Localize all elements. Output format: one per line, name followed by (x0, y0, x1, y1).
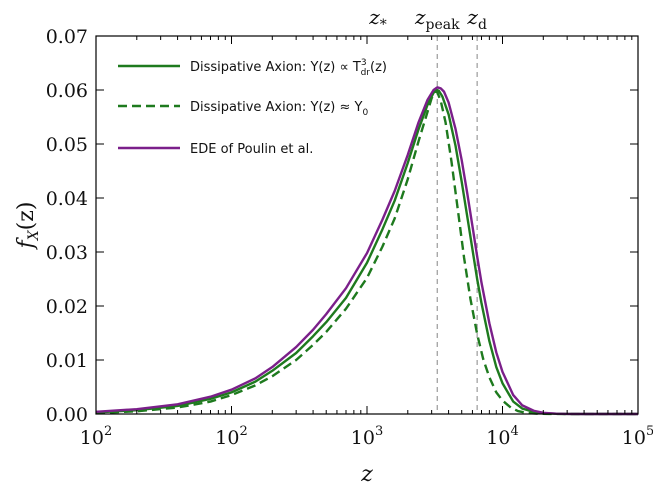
legend-entry: EDE of Poulin et al. (190, 142, 313, 157)
x-tick-labels: 102 102 103 104 105 (80, 424, 653, 449)
x-tick-exponent: 2 (104, 424, 112, 439)
y-tick-label: 0.04 (46, 188, 88, 210)
x-tick-exponent: 2 (239, 424, 247, 439)
y-tick-label: 0.06 (46, 80, 88, 102)
x-tick-label: 104 (486, 424, 518, 449)
legend-text: Dissipative Axion: (190, 60, 310, 75)
x-tick-base: 10 (351, 427, 375, 449)
legend-sup: 3 (361, 58, 367, 68)
axis-ticks (95, 35, 639, 415)
legend-math: Υ(z) ≈ Υ (309, 100, 362, 115)
y-axis-label-sub: X (26, 229, 42, 241)
x-tick-label: 102 (215, 424, 247, 449)
top-annotation: z* (368, 5, 387, 33)
plot-frame (95, 35, 639, 415)
x-tick-label: 102 (80, 424, 112, 449)
x-tick-label: 103 (351, 424, 383, 449)
x-tick-base: 10 (80, 427, 104, 449)
top-annotation: zd (466, 5, 487, 33)
series-group (95, 86, 638, 416)
y-tick-labels: 0.00 0.01 0.02 0.03 0.04 0.05 0.06 0.07 (46, 26, 88, 426)
annotation-sub: * (380, 17, 387, 33)
annotation-main: z (466, 5, 478, 29)
y-tick-label: 0.00 (46, 404, 88, 426)
legend-sub: dr (361, 68, 371, 78)
legend-entry: Dissipative Axion: Υ(z) ∝ T3 dr(z) (190, 58, 387, 78)
legend-sub: 0 (362, 108, 368, 118)
y-tick-label: 0.01 (46, 350, 88, 372)
series-line (95, 86, 638, 416)
y-tick-label: 0.05 (46, 134, 88, 156)
y-axis-label-arg: (z) (14, 202, 39, 231)
x-tick-exponent: 4 (510, 424, 518, 439)
top-annotations: z* zpeak zd (368, 5, 487, 33)
annotation-sub: d (478, 17, 487, 33)
y-tick-label: 0.02 (46, 296, 88, 318)
x-tick-label: 105 (622, 424, 653, 449)
y-tick-label: 0.07 (46, 26, 88, 48)
x-tick-base: 10 (622, 427, 646, 449)
legend-text: EDE of Poulin et al. (190, 142, 313, 157)
annotation-main: z (368, 5, 380, 29)
y-axis-label: fX(z) (14, 202, 42, 251)
x-tick-base: 10 (486, 427, 510, 449)
legend-text: Dissipative Axion: (190, 100, 310, 115)
legend-entry: Dissipative Axion: Υ(z) ≈ Υ0 (190, 100, 368, 118)
x-tick-base: 10 (215, 427, 239, 449)
x-tick-exponent: 3 (375, 424, 383, 439)
annotation-sub: peak (425, 17, 460, 33)
legend: Dissipative Axion: Υ(z) ∝ T3 dr(z)Dissipa… (118, 58, 387, 157)
vertical-reference-lines (436, 36, 478, 414)
legend-math-end: (z) (370, 60, 387, 75)
x-tick-exponent: 5 (646, 424, 653, 439)
top-annotation: zpeak (414, 5, 460, 33)
legend-math: Υ(z) ∝ T (309, 60, 360, 75)
y-tick-label: 0.03 (46, 242, 88, 264)
x-axis-label: z (360, 462, 373, 487)
series-line (95, 90, 638, 416)
annotation-main: z (414, 5, 426, 29)
